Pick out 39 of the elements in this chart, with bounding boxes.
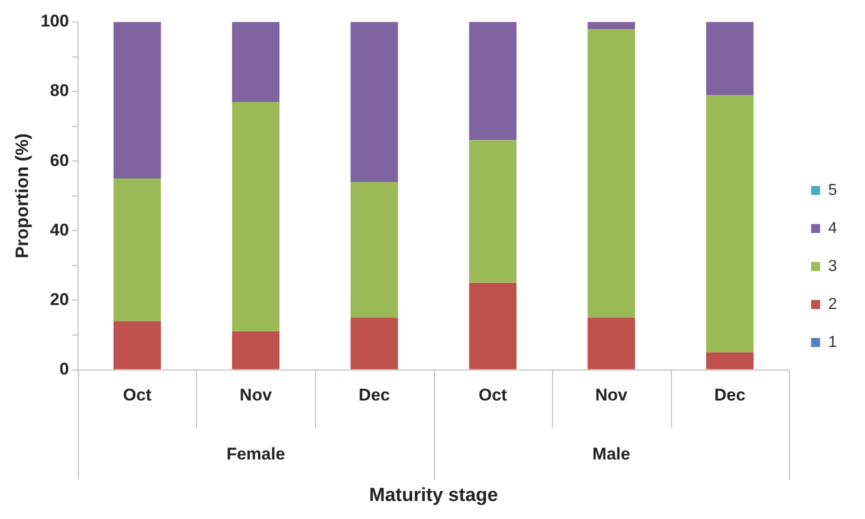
bar bbox=[232, 332, 280, 370]
y-axis-title: Proportion (%) bbox=[12, 133, 32, 258]
bar bbox=[350, 22, 398, 182]
bar bbox=[706, 352, 754, 370]
x-tick-label: Oct bbox=[123, 386, 152, 405]
bar bbox=[588, 22, 636, 29]
bar bbox=[588, 318, 636, 370]
bar bbox=[469, 22, 516, 140]
bar bbox=[114, 22, 161, 179]
legend-label: 3 bbox=[828, 258, 838, 275]
x-axis-title: Maturity stage bbox=[369, 484, 498, 506]
text: Female bbox=[226, 444, 286, 464]
bar bbox=[350, 318, 398, 370]
x-tick-label: Nov bbox=[240, 386, 272, 405]
y-tick-label: 100 bbox=[40, 12, 69, 31]
x-tick-label: Dec bbox=[714, 386, 746, 405]
y-tick-label: 60 bbox=[50, 150, 69, 170]
y-tick-label: 40 bbox=[50, 220, 69, 240]
x-tick-label: Nov bbox=[595, 386, 628, 405]
y-tick-label: 80 bbox=[50, 81, 69, 100]
legend-label: 1 bbox=[828, 334, 838, 351]
legend-label: 2 bbox=[828, 296, 838, 313]
bar bbox=[114, 178, 161, 322]
bar bbox=[469, 140, 516, 283]
bar bbox=[232, 102, 280, 332]
bar bbox=[706, 95, 754, 352]
legend-label: 5 bbox=[828, 182, 838, 199]
bar bbox=[232, 22, 280, 102]
bar bbox=[114, 321, 161, 370]
y-tick-label: 0 bbox=[59, 359, 69, 378]
y-tick-label: 20 bbox=[50, 290, 69, 309]
bar bbox=[469, 282, 516, 370]
text: Male bbox=[592, 444, 630, 464]
bar bbox=[706, 22, 754, 96]
bar bbox=[350, 182, 398, 318]
x-tick-label: Dec bbox=[358, 386, 390, 405]
bar bbox=[588, 28, 636, 318]
legend-label: 4 bbox=[828, 220, 838, 237]
x-tick-label: Oct bbox=[478, 386, 508, 405]
